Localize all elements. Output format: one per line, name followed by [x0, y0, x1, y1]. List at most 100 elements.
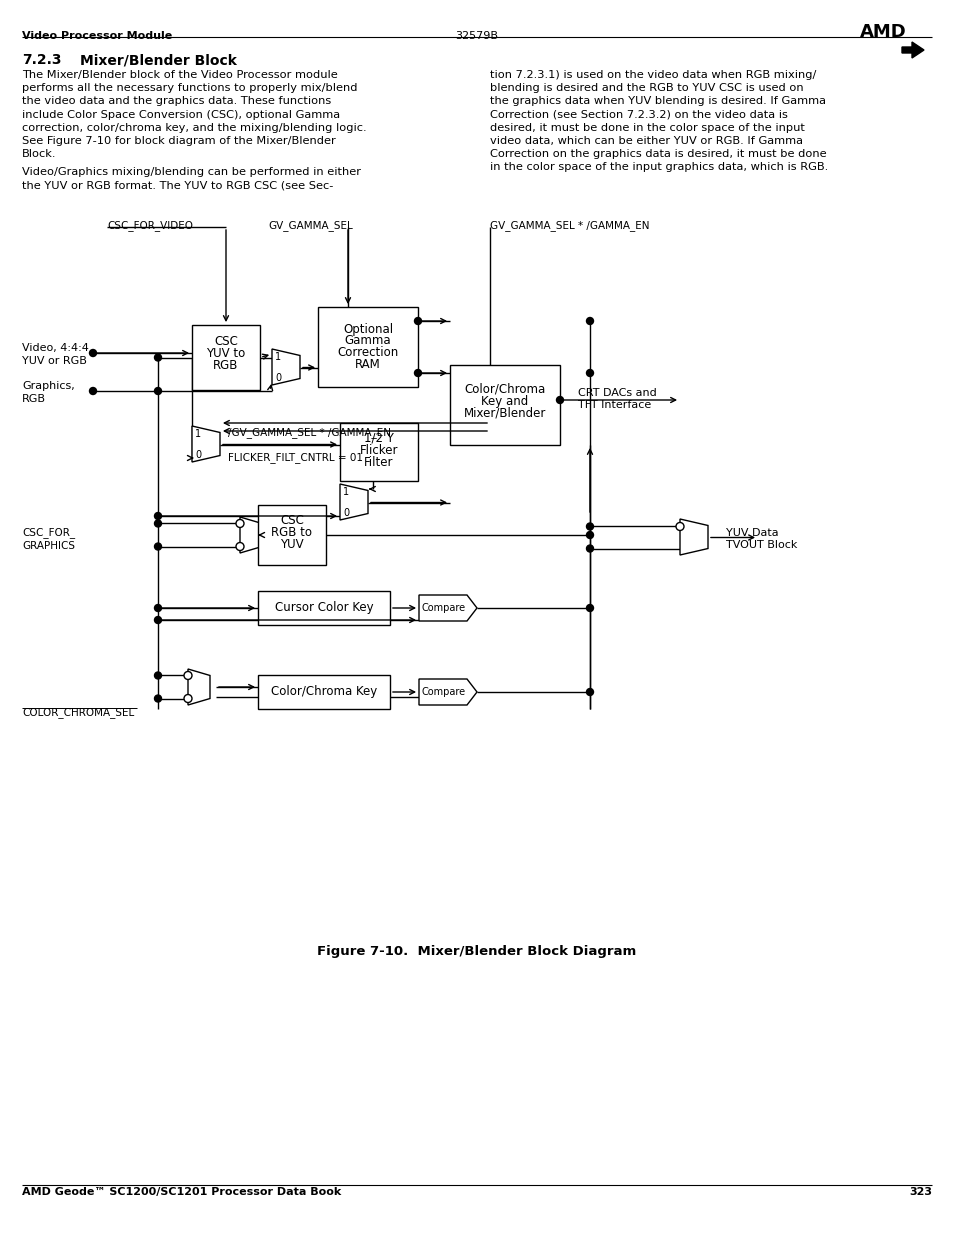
- Text: TVOUT Block: TVOUT Block: [725, 540, 797, 550]
- Text: Correction on the graphics data is desired, it must be done: Correction on the graphics data is desir…: [490, 149, 825, 159]
- Text: 323: 323: [908, 1187, 931, 1197]
- Text: 1: 1: [343, 487, 349, 496]
- Text: GV_GAMMA_SEL: GV_GAMMA_SEL: [268, 220, 353, 231]
- Text: CSC_FOR_VIDEO: CSC_FOR_VIDEO: [107, 220, 193, 231]
- Text: Figure 7-10.  Mixer/Blender Block Diagram: Figure 7-10. Mixer/Blender Block Diagram: [317, 945, 636, 958]
- Circle shape: [184, 694, 192, 703]
- Bar: [317, 308, 417, 387]
- Text: the graphics data when YUV blending is desired. If Gamma: the graphics data when YUV blending is d…: [490, 96, 825, 106]
- Circle shape: [154, 520, 161, 527]
- Circle shape: [586, 604, 593, 611]
- Text: the video data and the graphics data. These functions: the video data and the graphics data. Th…: [22, 96, 331, 106]
- Text: CRT DACs and: CRT DACs and: [578, 388, 656, 398]
- Text: Mixer/Blender: Mixer/Blender: [463, 406, 546, 420]
- Text: RGB: RGB: [22, 394, 46, 404]
- Text: blending is desired and the RGB to YUV CSC is used on: blending is desired and the RGB to YUV C…: [490, 83, 802, 93]
- Polygon shape: [901, 42, 923, 58]
- Circle shape: [154, 616, 161, 624]
- Text: Correction: Correction: [337, 347, 398, 359]
- Text: Video, 4:4:4: Video, 4:4:4: [22, 343, 89, 353]
- Text: COLOR_CHROMA_SEL: COLOR_CHROMA_SEL: [22, 706, 134, 718]
- Text: YUV or RGB: YUV or RGB: [22, 356, 87, 366]
- Text: RAM: RAM: [355, 358, 380, 372]
- Circle shape: [154, 354, 161, 361]
- Circle shape: [90, 388, 96, 394]
- Polygon shape: [188, 669, 210, 705]
- Text: Mixer/Blender Block: Mixer/Blender Block: [80, 53, 236, 67]
- Polygon shape: [339, 484, 368, 520]
- Text: correction, color/chroma key, and the mixing/blending logic.: correction, color/chroma key, and the mi…: [22, 122, 366, 133]
- Text: Filter: Filter: [364, 456, 394, 468]
- Text: 0: 0: [194, 450, 201, 459]
- Circle shape: [586, 545, 593, 552]
- Text: Color/Chroma: Color/Chroma: [464, 383, 545, 395]
- Text: 0: 0: [274, 373, 281, 383]
- Text: Video Processor Module: Video Processor Module: [22, 31, 172, 41]
- Polygon shape: [240, 517, 262, 553]
- Text: FLICKER_FILT_CNTRL = 01: FLICKER_FILT_CNTRL = 01: [228, 452, 363, 463]
- Text: TFT Interface: TFT Interface: [578, 400, 651, 410]
- Circle shape: [586, 688, 593, 695]
- Circle shape: [90, 350, 96, 357]
- Circle shape: [586, 522, 593, 530]
- Text: Gamma: Gamma: [344, 335, 391, 347]
- Text: See Figure 7-10 for block diagram of the Mixer/Blender: See Figure 7-10 for block diagram of the…: [22, 136, 335, 146]
- Circle shape: [414, 369, 421, 377]
- Circle shape: [586, 369, 593, 377]
- Polygon shape: [679, 519, 707, 555]
- Circle shape: [154, 672, 161, 679]
- Text: AMD: AMD: [859, 23, 905, 41]
- Text: CSC_FOR_: CSC_FOR_: [22, 527, 75, 538]
- Text: Color/Chroma Key: Color/Chroma Key: [271, 685, 376, 699]
- Text: Key and: Key and: [481, 394, 528, 408]
- Bar: [450, 366, 559, 445]
- Text: YUV Data: YUV Data: [725, 527, 778, 537]
- Text: Block.: Block.: [22, 149, 56, 159]
- Polygon shape: [192, 426, 220, 462]
- Text: YUV to: YUV to: [206, 347, 245, 359]
- Text: 32579B: 32579B: [455, 31, 498, 41]
- Text: Cursor Color Key: Cursor Color Key: [274, 601, 373, 615]
- Circle shape: [414, 317, 421, 325]
- Circle shape: [184, 672, 192, 679]
- Text: 1/2 Y: 1/2 Y: [364, 431, 394, 445]
- Circle shape: [676, 522, 683, 531]
- Text: CSC: CSC: [280, 515, 304, 527]
- Text: The Mixer/Blender block of the Video Processor module: The Mixer/Blender block of the Video Pro…: [22, 70, 337, 80]
- Polygon shape: [418, 679, 476, 705]
- Circle shape: [154, 695, 161, 701]
- Circle shape: [235, 542, 244, 551]
- Text: the YUV or RGB format. The YUV to RGB CSC (see Sec-: the YUV or RGB format. The YUV to RGB CS…: [22, 180, 333, 190]
- Text: RGB: RGB: [213, 359, 238, 372]
- Text: Compare: Compare: [421, 603, 466, 613]
- Text: 1: 1: [194, 429, 201, 438]
- Circle shape: [154, 388, 161, 394]
- Text: 1: 1: [274, 352, 281, 362]
- Circle shape: [556, 396, 563, 404]
- Circle shape: [154, 543, 161, 550]
- Text: YUV: YUV: [280, 538, 303, 552]
- Text: GV_GAMMA_SEL * /GAMMA_EN: GV_GAMMA_SEL * /GAMMA_EN: [490, 220, 649, 231]
- Text: video data, which can be either YUV or RGB. If Gamma: video data, which can be either YUV or R…: [490, 136, 802, 146]
- Text: tion 7.2.3.1) is used on the video data when RGB mixing/: tion 7.2.3.1) is used on the video data …: [490, 70, 816, 80]
- Text: include Color Space Conversion (CSC), optional Gamma: include Color Space Conversion (CSC), op…: [22, 110, 340, 120]
- Bar: [257, 505, 326, 564]
- Circle shape: [586, 317, 593, 325]
- Circle shape: [154, 604, 161, 611]
- Bar: [257, 592, 390, 625]
- Text: 0: 0: [343, 508, 349, 517]
- Text: Optional: Optional: [342, 322, 393, 336]
- Text: Correction (see Section 7.2.3.2) on the video data is: Correction (see Section 7.2.3.2) on the …: [490, 110, 787, 120]
- Text: performs all the necessary functions to properly mix/blend: performs all the necessary functions to …: [22, 83, 357, 93]
- Bar: [257, 676, 390, 709]
- Text: Flicker: Flicker: [359, 443, 397, 457]
- Text: RGB to: RGB to: [272, 526, 313, 540]
- Bar: [192, 325, 260, 390]
- Polygon shape: [418, 595, 476, 621]
- Circle shape: [235, 520, 244, 527]
- Circle shape: [586, 531, 593, 538]
- Text: Compare: Compare: [421, 687, 466, 697]
- Text: GRAPHICS: GRAPHICS: [22, 541, 75, 551]
- Circle shape: [154, 513, 161, 520]
- Text: desired, it must be done in the color space of the input: desired, it must be done in the color sp…: [490, 122, 804, 133]
